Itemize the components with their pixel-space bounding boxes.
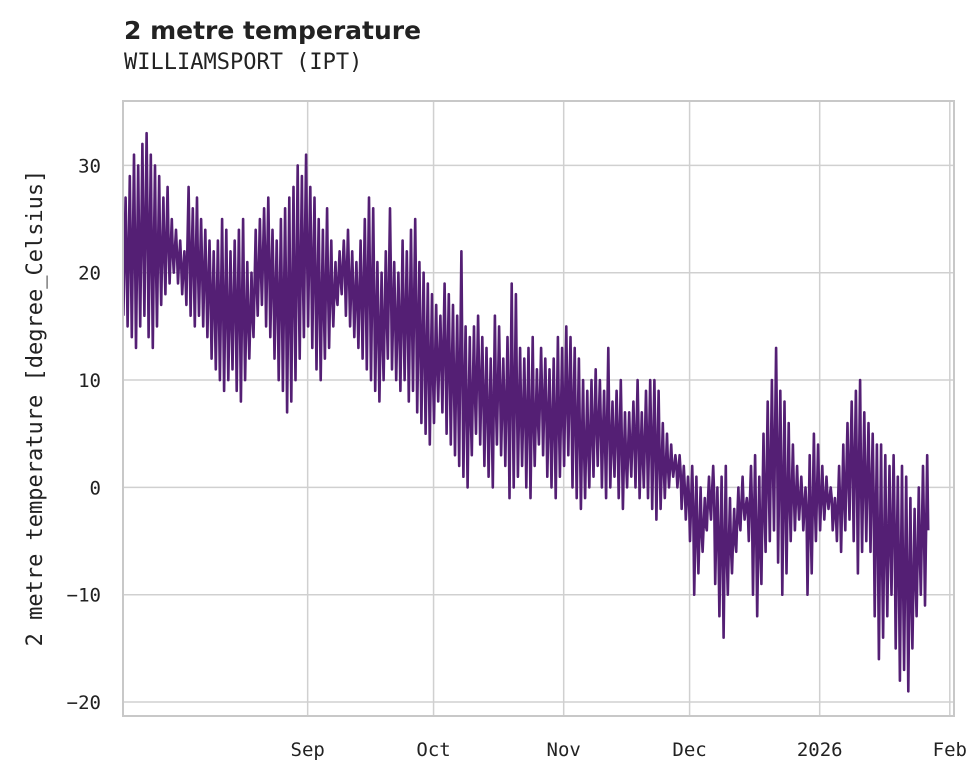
chart-subtitle: WILLIAMSPORT (IPT)	[124, 50, 363, 75]
x-tick-label: Feb	[933, 739, 967, 761]
x-tick-label: Sep	[291, 739, 325, 761]
plot-frame	[122, 100, 955, 717]
x-tick-label: Nov	[547, 739, 581, 761]
x-tick-label: Oct	[416, 739, 450, 761]
x-tick-label: 2026	[797, 739, 843, 761]
y-tick-label: −10	[67, 585, 101, 607]
y-axis-label: 2 metre temperature [degree_Celsius]	[23, 170, 48, 647]
y-tick-label: 20	[78, 263, 101, 285]
x-axis: Sep Oct Nov Dec 2026 Feb	[291, 739, 967, 761]
y-tick-label: 10	[78, 370, 101, 392]
series-layer	[122, 131, 930, 693]
temperature-line	[122, 131, 930, 693]
y-axis: 30 20 10 0 −10 −20	[67, 155, 101, 714]
x-tick-label: Dec	[672, 739, 706, 761]
chart-title: 2 metre temperature	[124, 16, 422, 45]
y-tick-label: 30	[78, 155, 101, 177]
y-tick-label: −20	[67, 692, 101, 714]
y-tick-label: 0	[90, 477, 101, 499]
